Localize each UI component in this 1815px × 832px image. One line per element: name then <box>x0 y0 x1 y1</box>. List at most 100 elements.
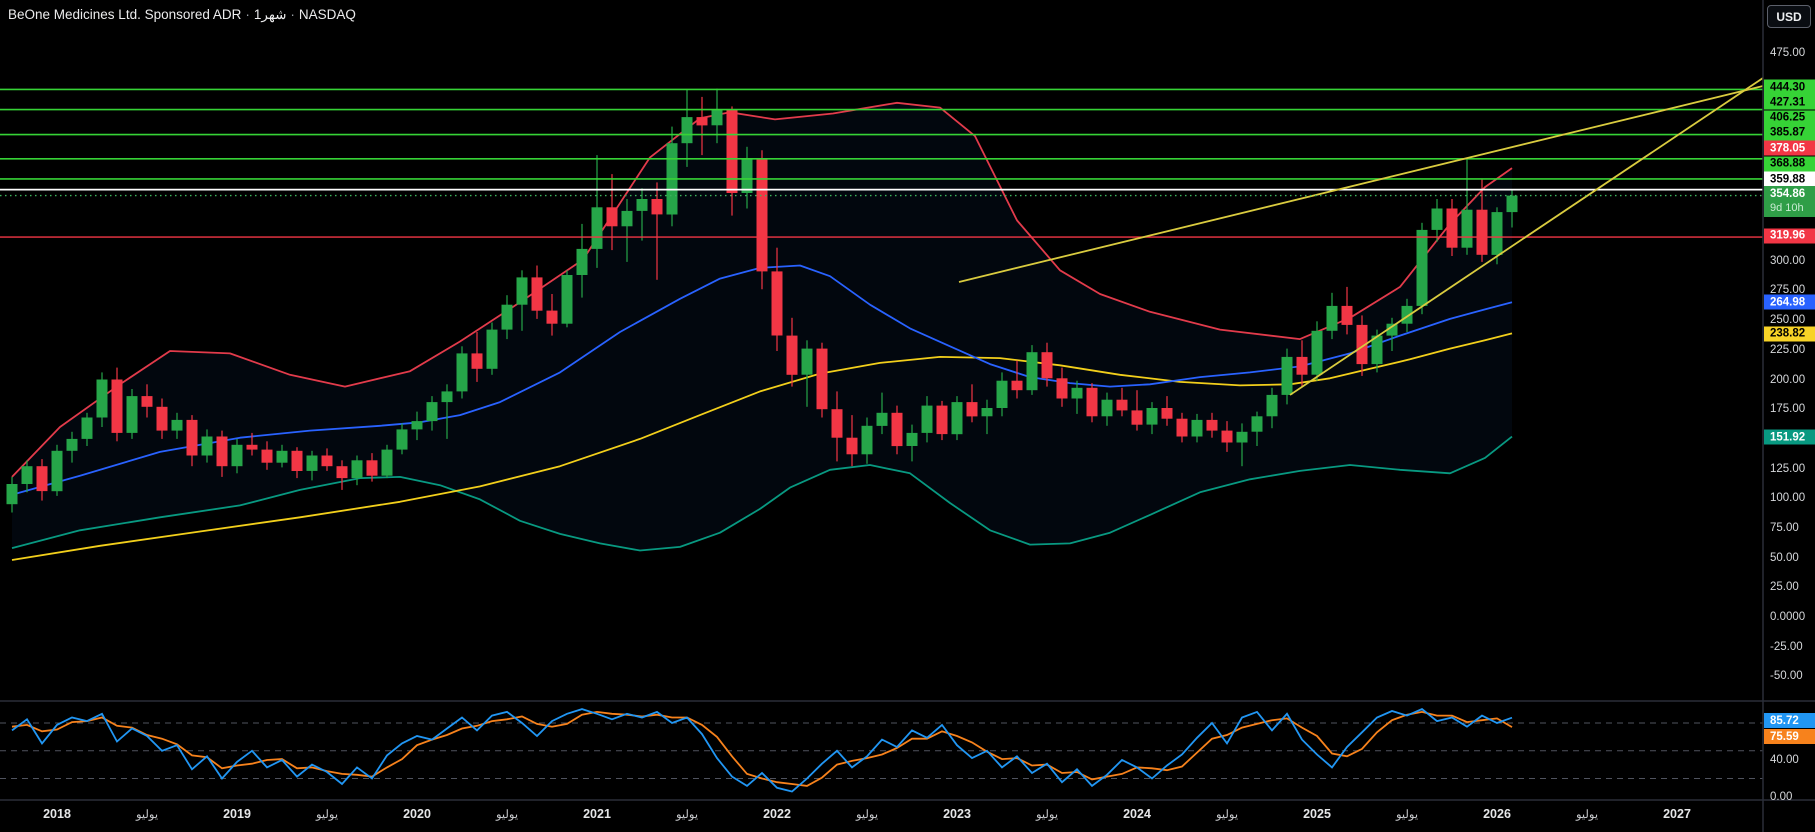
candle-body <box>186 419 198 456</box>
candle-body <box>936 405 948 435</box>
price-label-ray-385: 385.87 <box>1764 125 1815 140</box>
candle-body <box>246 444 258 450</box>
candle-body <box>696 117 708 126</box>
time-tick-year: 2018 <box>43 807 71 821</box>
price-tick: 475.00 <box>1770 46 1806 59</box>
yellow-trendline[interactable] <box>1289 77 1764 396</box>
candle-body <box>1191 419 1203 437</box>
time-tick-month: يوليو <box>495 809 519 821</box>
candle-body <box>351 460 363 479</box>
candle-body <box>1056 378 1068 399</box>
yellow-ma-line <box>11 332 1513 561</box>
candle-body <box>591 207 603 249</box>
time-tick-year: 2027 <box>1663 807 1691 821</box>
candle-body <box>576 248 588 275</box>
candle-body <box>771 271 783 336</box>
price-tick: 125.00 <box>1770 462 1806 475</box>
candle-body <box>1431 208 1443 230</box>
price-label-bb-lower-value: 151.92 <box>1764 429 1815 445</box>
candle-body <box>1116 399 1128 411</box>
bollinger-lower-line <box>11 435 1513 552</box>
time-tick-year: 2020 <box>403 807 431 821</box>
candle-body <box>1086 387 1098 417</box>
candle-body <box>741 158 753 193</box>
stoch-d-value-label: 75.59 <box>1764 729 1815 744</box>
candle-body <box>1071 387 1083 399</box>
candle-body <box>411 421 423 430</box>
candle-body <box>141 396 153 407</box>
time-tick-month: يوليو <box>135 809 159 821</box>
candle-body <box>1371 335 1383 365</box>
price-tick: 0.0000 <box>1770 611 1806 623</box>
time-tick-month: يوليو <box>1575 809 1599 821</box>
candle-body <box>831 409 843 438</box>
candle-body <box>321 455 333 467</box>
candle-body <box>336 466 348 479</box>
current-price-label: 354.86 9d 10h <box>1764 186 1815 217</box>
price-tick: 250.00 <box>1770 314 1806 327</box>
price-tick: -50.00 <box>1770 670 1803 683</box>
price-label-ray-444: 444.30 <box>1764 79 1815 95</box>
candle-body <box>306 455 318 471</box>
bar-countdown: 9d 10h <box>1770 202 1804 214</box>
candle-body <box>396 429 408 450</box>
candle-body <box>801 348 813 375</box>
candle-body <box>861 425 873 455</box>
price-label-red-line-value: 319.96 <box>1764 228 1815 243</box>
time-tick-year: 2022 <box>763 807 791 821</box>
candle-body <box>276 450 288 463</box>
candle-body <box>96 379 108 418</box>
price-tick: 50.00 <box>1770 551 1799 564</box>
time-tick-year: 2025 <box>1303 807 1331 821</box>
candle-body <box>231 444 243 467</box>
current-price-value: 354.86 <box>1770 188 1806 200</box>
time-tick-month: يوليو <box>675 809 699 821</box>
candle-body <box>966 402 978 417</box>
bollinger-fill <box>12 102 1512 551</box>
candles-group <box>6 88 1518 513</box>
candle-body <box>66 438 78 451</box>
currency-toggle-button[interactable]: USD <box>1767 5 1811 28</box>
candle-body <box>756 158 768 272</box>
candle-body <box>1476 209 1488 255</box>
candle-body <box>201 436 213 456</box>
stoch-k-value-label: 85.72 <box>1764 713 1815 728</box>
candle-body <box>531 277 543 311</box>
price-tick: 25.00 <box>1770 581 1799 594</box>
candle-body <box>111 379 123 433</box>
time-tick-year: 2021 <box>583 807 611 821</box>
separator: · <box>245 7 250 22</box>
candle-body <box>1461 209 1473 248</box>
candle-body <box>456 353 468 392</box>
candle-body <box>1416 229 1428 306</box>
candle-body <box>1026 352 1038 391</box>
candle-body <box>681 117 693 144</box>
candle-body <box>81 417 93 439</box>
candle-body <box>876 412 888 426</box>
candle-body <box>36 466 48 492</box>
candle-body <box>1506 195 1518 213</box>
candle-body <box>546 310 558 324</box>
candle-body <box>891 412 903 447</box>
time-tick-month: يوليو <box>855 809 879 821</box>
candle-body <box>501 304 513 330</box>
candle-body <box>996 380 1008 408</box>
price-tick: 100.00 <box>1770 492 1806 505</box>
candle-body <box>816 348 828 410</box>
time-tick-year: 2023 <box>943 807 971 821</box>
price-label-white-line-value: 359.88 <box>1764 171 1815 187</box>
time-tick-year: 2024 <box>1123 807 1151 821</box>
price-tick: 300.00 <box>1770 254 1806 267</box>
symbol-title[interactable]: BeOne Medicines Ltd. Sponsored ADR · 1شهر ·… <box>8 7 356 23</box>
time-tick-month: يوليو <box>315 809 339 821</box>
candle-body <box>1281 356 1293 395</box>
candle-body <box>171 419 183 431</box>
candle-body <box>441 391 453 403</box>
candle-body <box>621 210 633 227</box>
yellow-trendline[interactable] <box>958 85 1764 283</box>
separator: · <box>290 7 295 22</box>
candle-body <box>1161 408 1173 419</box>
price-tick: -25.00 <box>1770 640 1803 653</box>
candle-body <box>1236 431 1248 443</box>
